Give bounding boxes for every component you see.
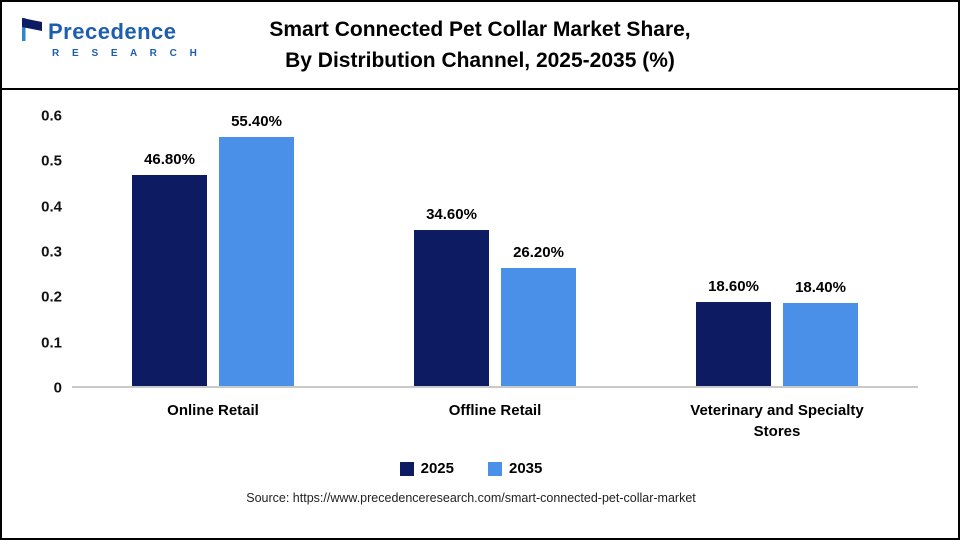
chart-region: 0 0.1 0.2 0.3 0.4 0.5 0.6 46.80% 55.40% 34.60% 26… [2,90,958,538]
bar-value-label: 18.40% [795,279,846,297]
bar-group: 18.60% 18.40% [636,116,918,386]
bar-slot: 46.80% [132,116,207,386]
chart-title-line-2: By Distribution Channel, 2025-2035 (%) [285,49,675,72]
legend-label: 2035 [509,460,543,477]
category-label: Online Retail [167,402,259,419]
bar-2025 [132,175,207,386]
bar-value-label: 26.20% [513,244,564,262]
source-text: Source: https://www.precedenceresearch.c… [246,491,696,505]
bar-slot: 18.40% [783,116,858,386]
bar-value-label: 55.40% [231,112,282,130]
legend-label: 2025 [420,460,454,477]
bar-group: 34.60% 26.20% [354,116,636,386]
precedence-research-logo: Precedence R E S E A R C H [20,16,202,59]
y-axis: 0 0.1 0.2 0.3 0.4 0.5 0.6 [24,108,72,397]
logo-name: Precedence [48,18,177,44]
x-axis-labels: Online Retail Offline Retail Veterinary an… [72,400,918,442]
bar-2025 [696,302,771,386]
bar-slot: 18.60% [696,116,771,386]
y-tick-label: 0 [53,379,62,397]
y-tick-label: 0.2 [41,288,62,306]
legend-item-2035: 2035 [488,460,542,477]
category-label: Offline Retail [448,402,542,419]
bar-slot: 55.40% [219,112,294,386]
chart-legend: 2025 2035 [24,460,918,477]
bar-value-label: 18.60% [708,278,759,296]
legend-swatch [488,461,502,476]
y-tick-label: 0.6 [41,107,62,125]
header: Precedence R E S E A R C H Smart Connect… [2,2,958,90]
legend-swatch [399,461,414,476]
chart-title: Smart Connected Pet Collar Market Share,… [2,2,958,88]
bar-2035 [783,303,858,386]
bar-slot: 26.20% [501,116,576,386]
bar-value-label: 46.80% [144,151,195,169]
logo-subtext: R E S E A R C H [52,48,202,59]
bar-value-label: 34.60% [426,206,477,224]
y-tick-label: 0.4 [41,198,62,216]
legend-item-2025: 2025 [399,460,454,477]
bar-2035 [219,136,294,386]
chart-title-line-1: Smart Connected Pet Collar Market Share, [269,17,691,41]
bar-2035 [501,268,576,386]
bar-slot: 34.60% [414,116,489,386]
bar-group: 46.80% 55.40% [72,112,354,386]
y-tick-label: 0.3 [41,243,62,261]
bar-2025 [414,230,489,386]
y-tick-label: 0.5 [41,152,62,170]
plot-area: 46.80% 55.40% 34.60% 26.20% 18.60% 18.40% [72,112,918,388]
bar-chart: 0 0.1 0.2 0.3 0.4 0.5 0.6 46.80% 55.40% 34.60% 26… [24,104,918,397]
flag-logo-icon [20,16,44,47]
category-label: Veterinary and Specialty Stores [690,402,864,440]
y-tick-label: 0.1 [41,334,62,352]
